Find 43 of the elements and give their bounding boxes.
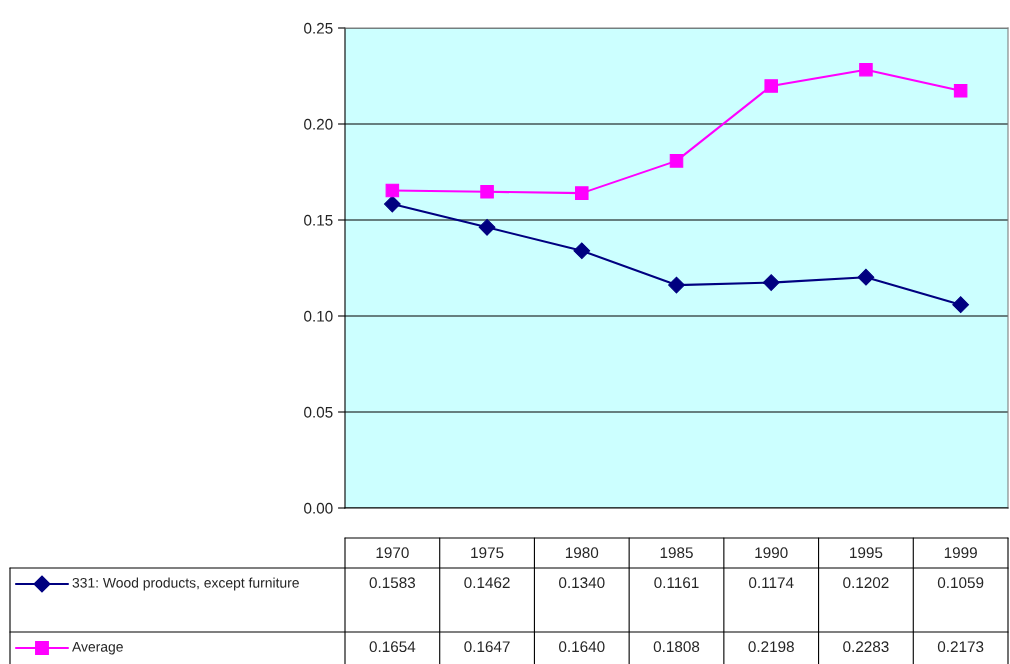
x-tick-label: 1990 [755, 547, 788, 559]
data-label: 0.2198 [748, 641, 794, 653]
x-tick-label: 1970 [376, 547, 409, 559]
data-label: 0.1647 [464, 641, 510, 653]
legend-label: 331: Wood products, except furniture [72, 577, 299, 591]
point [764, 79, 778, 93]
data-label: 0.1462 [464, 577, 510, 589]
data-label: 0.1202 [843, 577, 889, 589]
point [859, 62, 873, 77]
data-label: 0.1340 [559, 577, 605, 589]
x-tick-label: 1999 [944, 547, 977, 559]
point [953, 84, 968, 98]
data-label: 0.1654 [369, 641, 416, 653]
point [383, 195, 401, 213]
data-label: 0.2283 [843, 641, 889, 653]
y-tick-label: 0.25 [304, 22, 333, 34]
point [573, 242, 591, 260]
data-label: 0.1583 [369, 577, 416, 589]
point [762, 274, 780, 291]
point [575, 186, 589, 200]
y-tick-label: 0.15 [304, 214, 333, 226]
legend-label: Average [72, 642, 123, 655]
point [857, 268, 875, 286]
data-label: 0.2173 [937, 641, 984, 653]
point [668, 276, 685, 294]
data-label: 0.1174 [749, 577, 794, 589]
point [952, 296, 970, 314]
data-label: 0.1161 [654, 577, 699, 589]
x-tick-label: 1980 [565, 547, 599, 559]
data-label: 0.1059 [937, 577, 984, 589]
point [669, 154, 684, 168]
x-tick-label: 1975 [471, 547, 504, 559]
y-tick-label: 0.05 [304, 406, 333, 418]
x-tick-label: 1985 [660, 547, 693, 559]
data-label: 0.1808 [653, 641, 700, 653]
y-tick-label: 0.10 [304, 310, 333, 322]
x-tick-label: 1995 [850, 547, 883, 559]
point [385, 183, 400, 198]
data-label: 0.1640 [559, 641, 605, 653]
point [480, 185, 494, 199]
point [478, 218, 496, 236]
y-tick-label: 0.00 [304, 502, 333, 514]
y-tick-label: 0.20 [304, 118, 333, 130]
